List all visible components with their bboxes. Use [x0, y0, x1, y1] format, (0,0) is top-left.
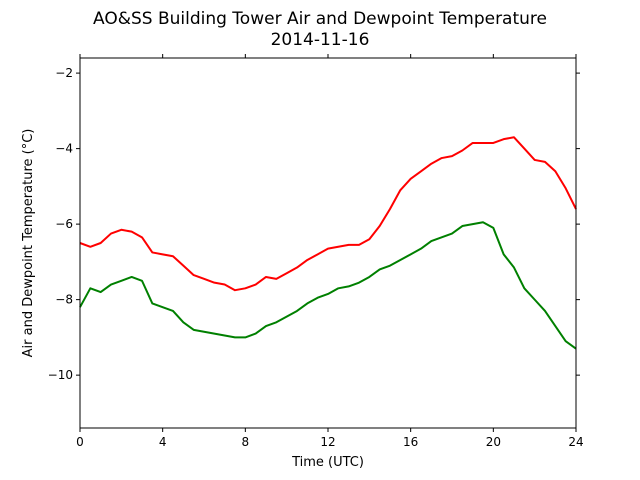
- ticks-layer: 0 4 8 12 16 20 24 −10 −8 −6 −4 −2: [48, 54, 584, 449]
- x-tick-label: 4: [159, 435, 167, 449]
- chart-subtitle: 2014-11-16: [271, 30, 370, 50]
- y-tick-label: −4: [55, 142, 73, 156]
- series-layer: [79, 136, 577, 350]
- y-tick-label: −6: [55, 217, 73, 231]
- x-tick-label: 24: [568, 435, 583, 449]
- chart-title: AO&SS Building Tower Air and Dewpoint Te…: [93, 9, 547, 29]
- series-line-1: [79, 136, 577, 292]
- series-line-2: [79, 221, 577, 350]
- y-axis-label: Air and Dewpoint Temperature (°C): [21, 129, 36, 358]
- x-tick-label: 0: [76, 435, 84, 449]
- x-tick-label: 20: [486, 435, 501, 449]
- x-tick-label: 8: [242, 435, 250, 449]
- x-tick-label: 12: [320, 435, 335, 449]
- y-tick-label: −10: [48, 368, 73, 382]
- y-tick-label: −2: [55, 66, 73, 80]
- y-tick-label: −8: [55, 293, 73, 307]
- x-tick-label: 16: [403, 435, 418, 449]
- x-axis-label: Time (UTC): [291, 455, 364, 470]
- plot-frame: [79, 57, 577, 429]
